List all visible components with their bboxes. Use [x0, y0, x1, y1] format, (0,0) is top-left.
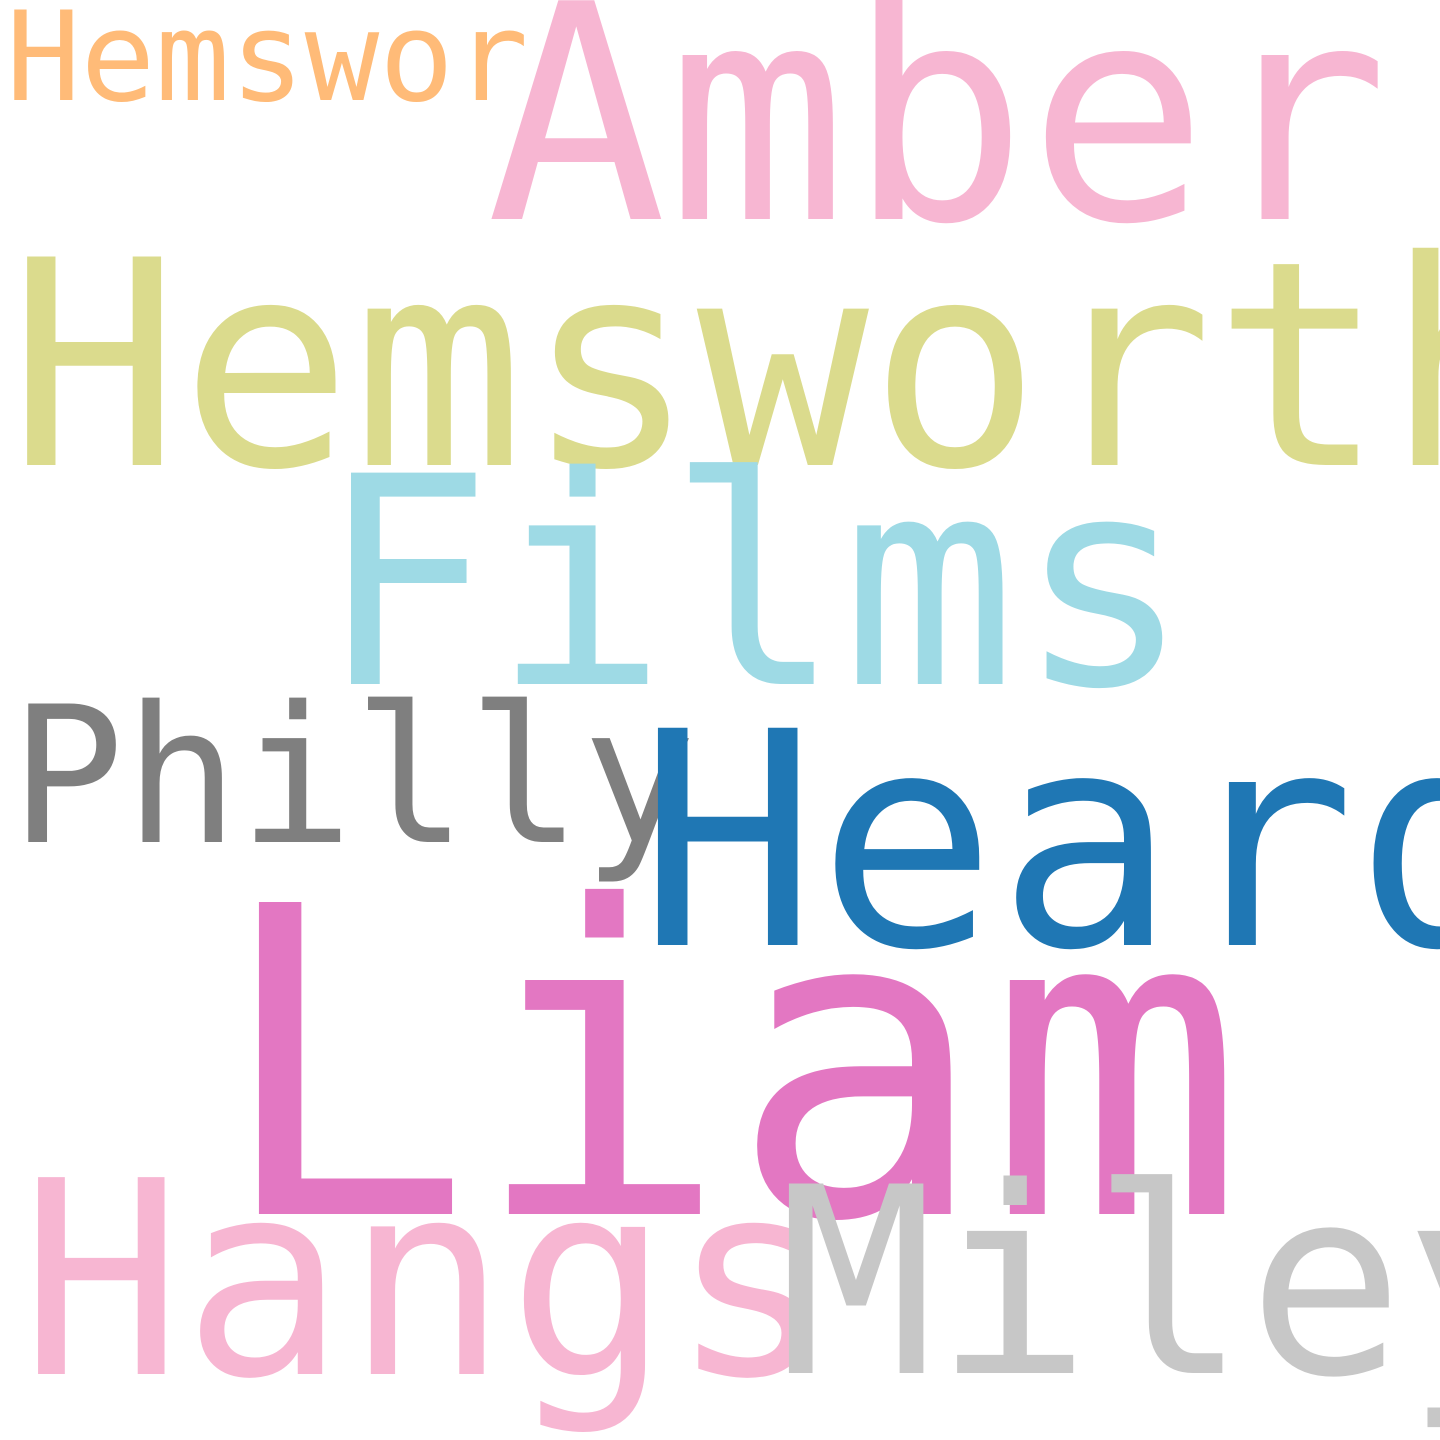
- word-hemsworth: Hemsworth: [8, 201, 1440, 533]
- word-hangs: Hangs: [20, 1123, 833, 1438]
- word-philly: Philly: [10, 666, 697, 887]
- word-miley: Miley: [778, 1133, 1440, 1435]
- word-liam: Liam: [214, 817, 1245, 1315]
- word-films: Films: [318, 416, 1191, 753]
- word-heard: Heard: [638, 669, 1440, 1016]
- word-hemswor: Hemswor: [6, 0, 529, 130]
- word-amber: Amber: [486, 0, 1390, 290]
